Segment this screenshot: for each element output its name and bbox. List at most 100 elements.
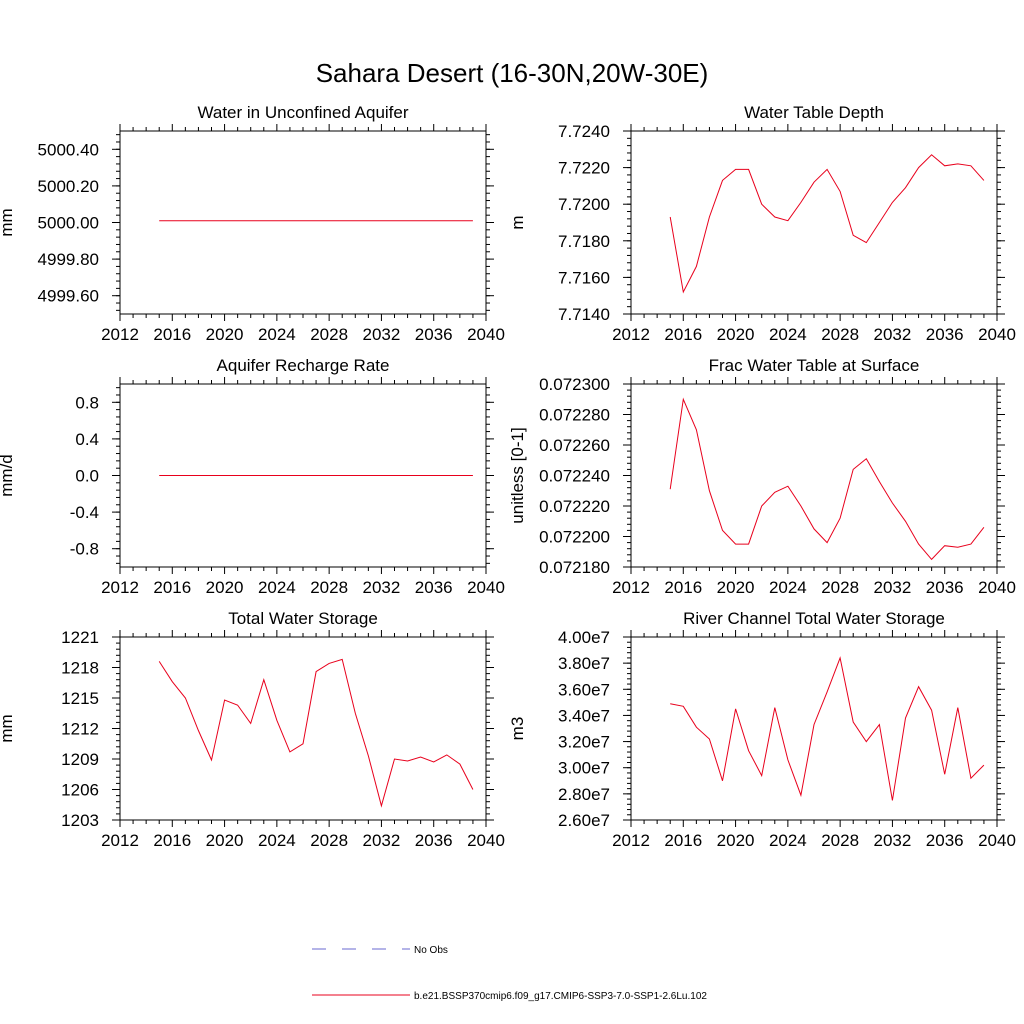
x-tick-label: 2016: [664, 325, 702, 344]
panel-water-table-depth: Water Table Depth m 2012 2016 2020 2024 2028 20…: [508, 103, 1016, 344]
y-tick-label: 7.7140: [558, 305, 610, 324]
y-tick-label: 1206: [61, 781, 99, 800]
y-tick-label: 0.072240: [539, 467, 610, 486]
series-line: [670, 656, 985, 801]
y-tick-label: 1212: [61, 720, 99, 739]
panel-title: Frac Water Table at Surface: [709, 356, 920, 375]
tick-marks: [623, 630, 1005, 827]
panel-total-water-storage: Total Water Storage mm 2012 2016 2020 2024 202…: [0, 609, 505, 850]
x-tick-label: 2040: [978, 831, 1016, 850]
series-line: [669, 397, 985, 561]
y-tick-label: 0.072280: [539, 406, 610, 425]
y-tick-label: 5000.00: [38, 214, 99, 233]
x-tick-label: 2032: [363, 325, 401, 344]
series-line: [669, 154, 985, 294]
panel-title: Total Water Storage: [228, 609, 378, 628]
plot-frame: [119, 130, 487, 315]
x-tick-label: 2020: [206, 831, 244, 850]
x-tick-label: 2012: [101, 325, 139, 344]
legend-obs-label: No Obs: [414, 945, 448, 956]
y-tick-label: 2.60e7: [558, 811, 610, 830]
y-tick-label: 0.072180: [539, 558, 610, 577]
y-tick-label: 0.0: [75, 467, 99, 486]
x-tick-label: 2012: [612, 578, 650, 597]
panel-frac-water-table: Frac Water Table at Surface unitless [0-1…: [508, 356, 1016, 597]
legend: No Obs b.e21.BSSP370cmip6.f09_g17.CMIP6-…: [312, 945, 707, 1002]
tick-marks: [623, 377, 1005, 574]
y-tick-label: 4999.60: [38, 287, 99, 306]
y-tick-label: -0.4: [70, 503, 99, 522]
x-tick-label: 2032: [363, 578, 401, 597]
x-tick-label: 2024: [258, 325, 296, 344]
x-tick-label: 2040: [467, 325, 505, 344]
plot-frame: [630, 383, 998, 568]
x-tick-label: 2020: [206, 578, 244, 597]
y-tick-label: 1209: [61, 750, 99, 769]
x-tick-label: 2024: [769, 325, 807, 344]
x-tick-label: 2036: [926, 831, 964, 850]
x-tick-label: 2028: [821, 578, 859, 597]
panel-title: River Channel Total Water Storage: [683, 609, 945, 628]
x-tick-label: 2016: [153, 831, 191, 850]
x-tick-label: 2024: [769, 831, 807, 850]
x-tick-label: 2020: [717, 578, 755, 597]
x-tick-label: 2040: [467, 578, 505, 597]
y-tick-label: 7.7180: [558, 232, 610, 251]
y-axis-label: unitless [0-1]: [508, 427, 527, 523]
y-tick-label: 5000.20: [38, 177, 99, 196]
x-tick-label: 2032: [363, 831, 401, 850]
tick-marks: [112, 630, 494, 827]
y-tick-label: 3.60e7: [558, 680, 610, 699]
y-tick-label: 0.072220: [539, 497, 610, 516]
y-tick-label: 3.40e7: [558, 706, 610, 725]
y-tick-label: 2.80e7: [558, 785, 610, 804]
y-tick-label: 3.20e7: [558, 733, 610, 752]
panel-title: Aquifer Recharge Rate: [217, 356, 390, 375]
x-tick-label: 2028: [821, 831, 859, 850]
y-tick-label: 4.00e7: [558, 628, 610, 647]
x-tick-label: 2036: [926, 578, 964, 597]
panel-title: Water in Unconfined Aquifer: [197, 103, 408, 122]
y-tick-label: 0.8: [75, 393, 99, 412]
y-tick-label: 4999.80: [38, 250, 99, 269]
y-tick-label: 3.00e7: [558, 759, 610, 778]
panels: Water in Unconfined Aquifer mm 2012 2016 202…: [0, 103, 1016, 850]
x-tick-label: 2020: [206, 325, 244, 344]
y-axis-label: mm/d: [0, 454, 16, 497]
legend-model-label: b.e21.BSSP370cmip6.f09_g17.CMIP6-SSP3-7.…: [414, 991, 707, 1002]
panel-aquifer-recharge: Aquifer Recharge Rate mm/d 2012 2016 2020 202…: [0, 356, 505, 597]
plot-frame: [119, 636, 487, 821]
y-tick-label: 7.7240: [558, 122, 610, 141]
x-tick-label: 2032: [874, 325, 912, 344]
tick-marks: [112, 377, 494, 574]
tick-marks: [112, 124, 494, 321]
y-axis-label: m: [508, 215, 527, 229]
y-tick-label: -0.8: [70, 540, 99, 559]
series-line: [158, 658, 474, 808]
y-axis-label: mm: [0, 208, 16, 236]
y-tick-label: 1203: [61, 811, 99, 830]
x-tick-label: 2012: [612, 325, 650, 344]
y-tick-label: 1221: [61, 628, 99, 647]
x-tick-label: 2028: [310, 578, 348, 597]
x-tick-label: 2028: [310, 325, 348, 344]
x-tick-label: 2036: [926, 325, 964, 344]
x-tick-label: 2016: [664, 831, 702, 850]
x-tick-label: 2016: [153, 325, 191, 344]
y-tick-label: 0.072300: [539, 375, 610, 394]
x-tick-label: 2028: [310, 831, 348, 850]
x-tick-label: 2036: [415, 578, 453, 597]
y-axis-label: m3: [508, 717, 527, 741]
tick-marks: [623, 124, 1005, 321]
x-tick-label: 2016: [153, 578, 191, 597]
y-axis-label: mm: [0, 714, 16, 742]
x-tick-label: 2020: [717, 831, 755, 850]
panel-title: Water Table Depth: [744, 103, 884, 122]
y-tick-label: 1218: [61, 659, 99, 678]
y-tick-label: 0.072260: [539, 436, 610, 455]
x-tick-label: 2028: [821, 325, 859, 344]
y-tick-label: 3.80e7: [558, 654, 610, 673]
figure-title: Sahara Desert (16-30N,20W-30E): [316, 58, 709, 88]
